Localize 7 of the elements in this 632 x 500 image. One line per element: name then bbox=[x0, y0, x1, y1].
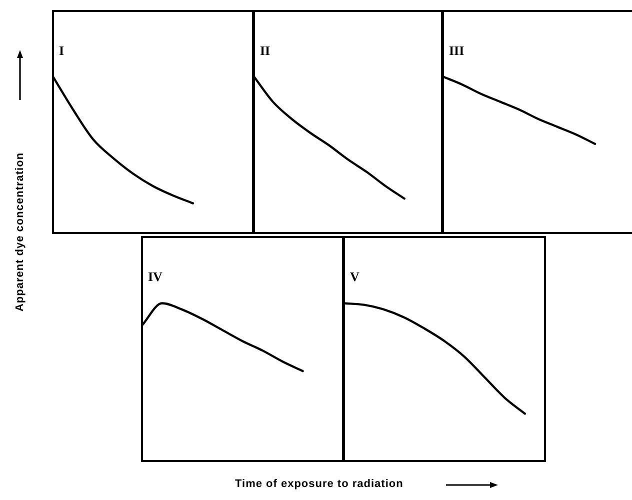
chart-title: V bbox=[350, 268, 360, 284]
chart-title: I bbox=[59, 42, 64, 58]
x-axis-title: Time of exposure to radiation bbox=[235, 478, 404, 490]
chart-title: IV bbox=[148, 268, 164, 284]
y-axis-title: Apparent dye concentration bbox=[14, 152, 26, 312]
chart-title: II bbox=[260, 42, 270, 58]
chart-title: III bbox=[449, 42, 464, 58]
